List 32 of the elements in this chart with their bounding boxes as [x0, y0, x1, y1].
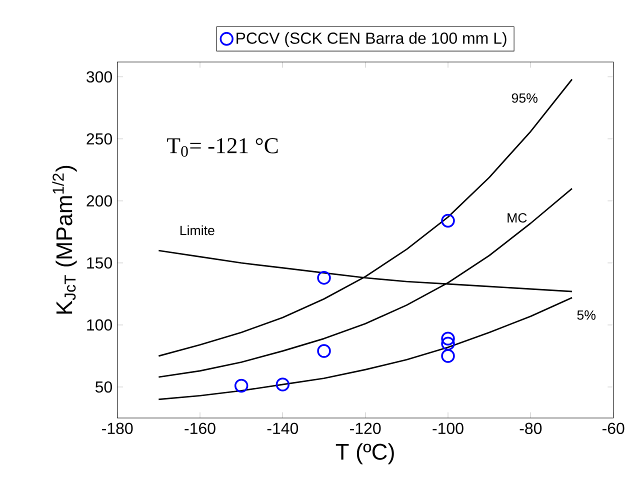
- y-axis-title: K$_{JcT}$ (MPam$^{1/2}$): [52, 166, 77, 314]
- series-label: MC: [508, 213, 527, 223]
- x-tick-label: -120: [350, 422, 381, 434]
- x-tick-label: -60: [602, 422, 624, 434]
- line-series: [158, 78, 573, 357]
- x-tick-label: -140: [267, 422, 298, 434]
- x-tick-label: -80: [520, 422, 542, 434]
- point: [234, 378, 248, 393]
- point: [317, 270, 331, 285]
- point: [276, 378, 290, 392]
- x-tick-label: -160: [184, 422, 216, 434]
- point: [441, 349, 455, 363]
- line-series: [158, 188, 573, 378]
- point: [317, 344, 331, 358]
- point: [441, 332, 455, 346]
- series-label: 95%: [512, 93, 538, 103]
- y-tick-label: 250: [86, 133, 112, 145]
- y-tick-label: 300: [86, 71, 112, 83]
- series-label: Limite: [180, 225, 214, 236]
- x-tick-label: -180: [102, 422, 133, 434]
- line-series: [158, 296, 573, 400]
- series-label: 5%: [577, 310, 596, 320]
- annotation: T$_{0}$= -121 °C: [167, 138, 278, 157]
- x-axis-title: T (ºC): [336, 443, 394, 464]
- y-tick-label: 50: [95, 381, 112, 393]
- y-tick-label: 200: [86, 195, 112, 207]
- legend-label: PCCV (SCK CEN Barra de 100 mm L): [236, 32, 506, 48]
- point: [441, 214, 455, 228]
- y-tick-label: 100: [87, 319, 112, 331]
- point: [441, 336, 455, 350]
- y-tick-label: 150: [87, 257, 112, 269]
- x-tick-label: -100: [432, 422, 464, 434]
